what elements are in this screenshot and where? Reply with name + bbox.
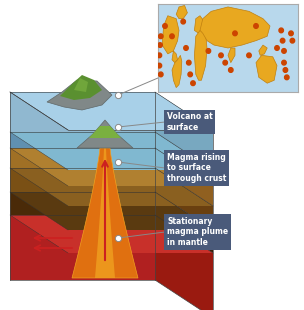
Circle shape [247, 53, 251, 58]
Polygon shape [200, 7, 270, 48]
Polygon shape [155, 92, 213, 170]
Circle shape [279, 28, 283, 33]
Polygon shape [10, 132, 155, 148]
Circle shape [275, 46, 279, 50]
Polygon shape [10, 92, 155, 132]
Circle shape [229, 68, 233, 72]
Circle shape [187, 60, 191, 65]
Polygon shape [72, 148, 138, 278]
Polygon shape [10, 148, 213, 186]
Polygon shape [10, 168, 155, 192]
Polygon shape [155, 132, 213, 186]
Circle shape [184, 46, 188, 50]
Circle shape [289, 31, 293, 36]
Polygon shape [194, 30, 207, 80]
Polygon shape [10, 192, 213, 230]
Circle shape [159, 72, 163, 77]
Polygon shape [47, 80, 112, 110]
Circle shape [163, 24, 167, 28]
Text: Island string
created as
crust moves: Island string created as crust moves [167, 60, 221, 90]
Polygon shape [155, 215, 213, 310]
Polygon shape [77, 120, 133, 148]
Polygon shape [155, 168, 213, 230]
Circle shape [206, 49, 211, 53]
Circle shape [170, 34, 174, 39]
Polygon shape [95, 148, 115, 278]
Polygon shape [259, 45, 267, 55]
Circle shape [223, 60, 227, 65]
Circle shape [233, 31, 237, 36]
Circle shape [181, 19, 185, 24]
Polygon shape [10, 168, 213, 206]
Text: Stationary
magma plume
in mantle: Stationary magma plume in mantle [167, 217, 228, 247]
Polygon shape [10, 132, 213, 170]
Polygon shape [60, 75, 102, 100]
Polygon shape [172, 55, 182, 88]
Polygon shape [10, 92, 213, 130]
Text: Volcano at
surface: Volcano at surface [167, 112, 213, 132]
Circle shape [254, 24, 258, 28]
Polygon shape [74, 78, 88, 92]
Circle shape [219, 53, 223, 58]
Circle shape [157, 53, 162, 58]
Polygon shape [155, 148, 213, 206]
Circle shape [283, 68, 288, 72]
Polygon shape [155, 192, 213, 253]
Circle shape [290, 38, 295, 43]
Polygon shape [176, 6, 187, 19]
Circle shape [188, 72, 192, 77]
Polygon shape [10, 192, 155, 215]
Polygon shape [194, 16, 204, 33]
Text: Magma rising
to surface
through crust: Magma rising to surface through crust [167, 153, 226, 183]
Circle shape [157, 63, 162, 68]
Polygon shape [172, 51, 178, 63]
Circle shape [282, 49, 286, 53]
Circle shape [285, 75, 289, 80]
Polygon shape [10, 215, 155, 280]
Circle shape [282, 60, 286, 65]
Polygon shape [256, 55, 277, 83]
Polygon shape [228, 48, 235, 63]
Polygon shape [10, 215, 213, 253]
Circle shape [159, 34, 163, 39]
Circle shape [158, 43, 162, 47]
Circle shape [191, 81, 195, 86]
Circle shape [280, 38, 285, 43]
Polygon shape [162, 16, 179, 54]
Polygon shape [89, 126, 121, 138]
Polygon shape [10, 148, 155, 168]
